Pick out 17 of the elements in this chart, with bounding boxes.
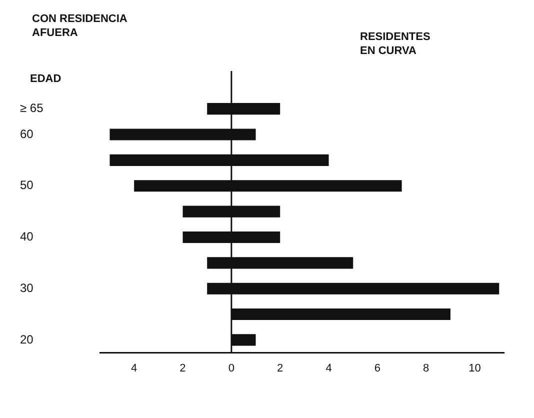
x-tick-label: 4	[131, 362, 138, 374]
x-tick-label: 10	[468, 362, 481, 374]
y-tick-label: ≥ 65	[20, 101, 44, 116]
x-tick-label: 2	[180, 362, 186, 374]
x-tick-label: 6	[374, 362, 381, 374]
text: RESIDENTES EN CURVA	[360, 30, 432, 58]
y-axis-title: EDAD	[30, 73, 62, 85]
y-tick-label: 20	[20, 332, 34, 346]
x-tick-label: 4	[326, 362, 332, 374]
x-tick-label: 2	[277, 362, 284, 374]
y-tick-label: 30	[20, 280, 34, 295]
y-tick-label: 50	[20, 178, 34, 192]
text: CON RESIDENCIA AFUERA	[32, 12, 128, 40]
x-tick-label: 0	[228, 362, 234, 374]
y-tick-label: 60	[20, 126, 34, 141]
y-tick-label: 40	[20, 230, 34, 244]
x-tick-label: 8	[423, 362, 430, 374]
